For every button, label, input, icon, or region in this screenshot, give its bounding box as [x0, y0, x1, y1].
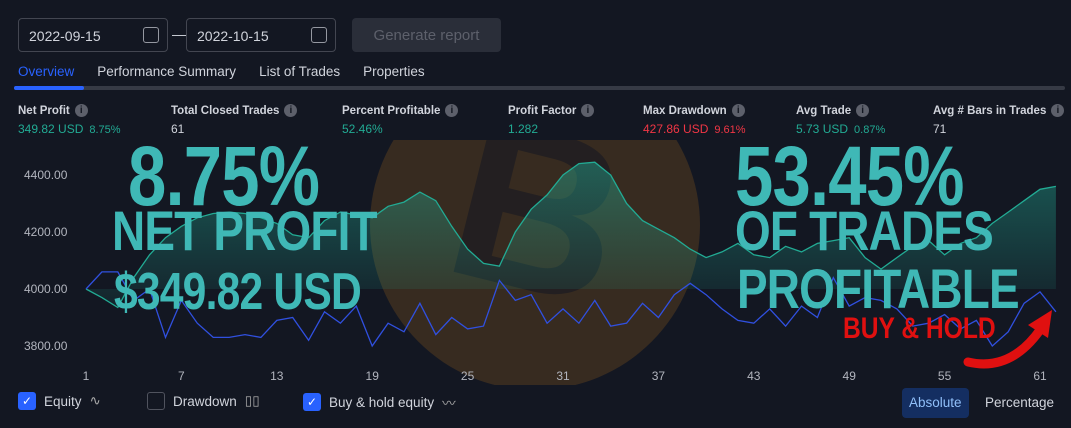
legend-equity[interactable]: ✓ Equity ∿	[18, 392, 101, 410]
stat-percent: 8.75%	[89, 124, 121, 136]
info-icon[interactable]: i	[74, 104, 88, 117]
stat-value: 349.82 USD	[18, 122, 84, 136]
x-tick-label: 13	[270, 369, 284, 383]
buy-hold-line	[85, 271, 1057, 348]
red-curved-arrow	[963, 325, 1045, 369]
overlay-buy-hold: BUY & HOLD	[843, 312, 996, 345]
overlay-profitable-pct: 53.45%	[735, 129, 965, 223]
stat-avg-trade: Avg Trade i 5.73 USD 0.87%	[796, 104, 885, 136]
stat-profit-factor: Profit Factor i 1.282	[508, 104, 595, 136]
tab-overview[interactable]: Overview	[18, 64, 75, 79]
y-tick-label: 4200.00	[24, 225, 68, 239]
x-tick-label: 1	[83, 369, 90, 383]
info-icon[interactable]: i	[284, 104, 298, 117]
tab-indicator	[14, 86, 1065, 90]
stat-value: 1.282	[508, 122, 539, 136]
stat-value: 52.46%	[342, 122, 383, 136]
stat-net-profit: Net Profit i 349.82 USD 8.75%	[18, 104, 121, 136]
x-tick-label: 61	[1033, 369, 1047, 383]
x-tick-label: 19	[366, 369, 380, 383]
stat-percent: 0.87%	[854, 124, 886, 136]
info-icon[interactable]: i	[731, 104, 745, 117]
date-from-input[interactable]: 2022-09-15	[18, 18, 168, 52]
checkbox-checked[interactable]: ✓	[303, 393, 321, 411]
x-tick-label: 37	[652, 369, 666, 383]
overlay-net-profit-label: NET PROFIT	[112, 199, 378, 262]
calendar-icon[interactable]	[143, 27, 159, 43]
checkbox-unchecked[interactable]	[147, 392, 165, 410]
stat-value: 427.86 USD	[643, 122, 709, 136]
overlay-net-profit-usd: $349.82 USD	[114, 263, 362, 321]
equity-line	[85, 161, 1057, 309]
bar-chart-icon: ▯▯	[244, 393, 260, 408]
tab-list-of-trades[interactable]: List of Trades	[259, 64, 341, 79]
y-tick-label: 3800.00	[24, 339, 68, 353]
info-icon[interactable]: i	[445, 104, 459, 117]
legend-buy-hold[interactable]: ✓ Buy & hold equity 〰	[303, 392, 456, 412]
date-to-input[interactable]: 2022-10-15	[186, 18, 336, 52]
date-to-value: 2022-10-15	[197, 28, 269, 44]
equity-line-icon: ∿	[89, 393, 101, 408]
stat-avg-bars: Avg # Bars in Trades i 71	[933, 104, 1065, 136]
overlay-profitable: PROFITABLE	[737, 257, 1020, 320]
date-separator: —	[172, 26, 186, 42]
x-tick-label: 55	[938, 369, 952, 383]
overlay-of-trades: OF TRADES	[735, 199, 994, 262]
x-tick-label: 7	[178, 369, 185, 383]
x-tick-label: 25	[461, 369, 475, 383]
stat-value: 61	[171, 122, 185, 136]
stat-value: 71	[933, 122, 947, 136]
equity-chart: B 3800.004000.004200.004400.001713192531…	[24, 140, 1057, 385]
info-icon[interactable]: i	[856, 104, 870, 117]
y-tick-label: 4400.00	[24, 168, 68, 182]
info-icon[interactable]: i	[581, 104, 595, 117]
calendar-icon[interactable]	[311, 27, 327, 43]
generate-report-button[interactable]: Generate report	[352, 18, 501, 52]
legend-label: Buy & hold equity	[329, 394, 435, 410]
stat-label: Avg # Bars in Trades	[933, 104, 1047, 117]
legend-drawdown[interactable]: Drawdown ▯▯	[147, 392, 260, 410]
stat-label: Total Closed Trades	[171, 104, 280, 117]
tab-properties[interactable]: Properties	[363, 64, 425, 79]
overlay-net-profit-pct: 8.75%	[128, 129, 320, 223]
y-tick-label: 4000.00	[24, 282, 68, 296]
equity-area	[86, 162, 1056, 308]
stat-max-drawdown: Max Drawdown i 427.86 USD 9.61%	[643, 104, 746, 136]
x-tick-label: 43	[747, 369, 761, 383]
percentage-button[interactable]: Percentage	[985, 395, 1055, 410]
x-tick-label: 49	[843, 369, 857, 383]
stat-label: Percent Profitable	[342, 104, 441, 117]
info-icon[interactable]: i	[1051, 104, 1065, 117]
stat-label: Net Profit	[18, 104, 70, 117]
legend-label: Drawdown	[173, 393, 237, 409]
date-from-value: 2022-09-15	[29, 28, 101, 44]
stat-label: Profit Factor	[508, 104, 577, 117]
stat-total-closed-trades: Total Closed Trades i 61	[171, 104, 298, 136]
checkbox-checked[interactable]: ✓	[18, 392, 36, 410]
arrow-head	[1028, 310, 1052, 338]
stat-label: Avg Trade	[796, 104, 852, 117]
stat-value: 5.73 USD	[796, 122, 849, 136]
stat-percent: 9.61%	[714, 124, 746, 136]
stat-label: Max Drawdown	[643, 104, 727, 117]
absolute-button[interactable]: Absolute	[902, 388, 969, 418]
stat-percent-profitable: Percent Profitable i 52.46%	[342, 104, 459, 136]
trend-line-icon: 〰	[442, 396, 456, 411]
legend-label: Equity	[44, 393, 82, 409]
tab-performance-summary[interactable]: Performance Summary	[97, 64, 237, 79]
x-tick-label: 31	[556, 369, 570, 383]
